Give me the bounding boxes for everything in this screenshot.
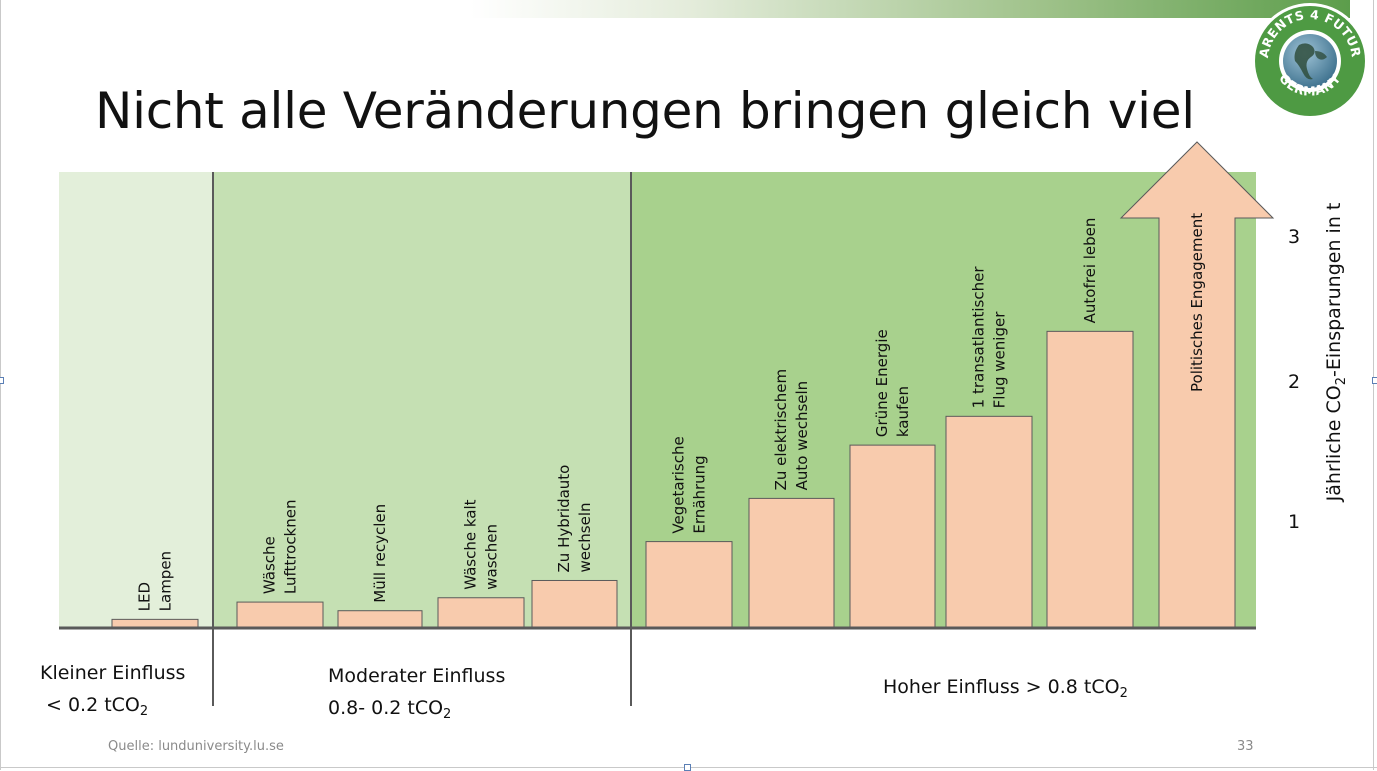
bar-label-line: Zu Hybridauto xyxy=(555,465,573,573)
zone-high-name-range: Hoher Einfluss > 0.8 tCO xyxy=(883,676,1120,698)
resize-handle-left[interactable] xyxy=(0,377,4,384)
bar-label-line: Politisches Engagement xyxy=(1188,213,1206,392)
bar-label-line: Zu elektrischem xyxy=(772,369,790,491)
bar-8 xyxy=(849,444,936,629)
bar-4 xyxy=(437,597,525,629)
zone-moderate-bg xyxy=(213,172,631,628)
zone-moderate-range: 0.8- 0.2 tCO xyxy=(328,697,444,719)
zone-small-range-sub: 2 xyxy=(139,704,149,719)
zone-high-bg xyxy=(631,172,1256,628)
bar-label-6: Vegetarische Ernährung xyxy=(670,436,709,533)
bar-label-5: Zu Hybridauto wechseln xyxy=(555,465,594,573)
zone-label-high: Hoher Einfluss > 0.8 tCO2 xyxy=(883,674,1128,700)
y-axis-title-prefix: Jährliche CO xyxy=(1323,385,1345,502)
bars xyxy=(111,141,1275,629)
bar-label-line: Lampen xyxy=(157,551,175,611)
header-gradient-bar xyxy=(470,0,1350,18)
bar-label-line: wechseln xyxy=(576,503,594,573)
zone-high-range-sub: 2 xyxy=(1119,686,1128,701)
zone-range-moderate: 0.8- 0.2 tCO2 xyxy=(328,695,451,721)
bar-label-line: 1 transatlantischer xyxy=(970,266,988,409)
bar-9 xyxy=(945,415,1033,629)
bar-10 xyxy=(1046,330,1134,629)
impact-zones xyxy=(59,172,1256,706)
bar-label-line: waschen xyxy=(483,524,501,590)
parents-4-future-logo: PARENTS 4 FUTURE GERMANY xyxy=(1249,1,1368,119)
zone-moderate-name: Moderater Einfluss xyxy=(328,665,506,687)
bar-label-line: Ernährung xyxy=(691,455,709,533)
bar-7 xyxy=(748,497,835,629)
source-note: Quelle: lunduniversity.lu.se xyxy=(108,739,284,754)
slide-border-right xyxy=(1373,0,1374,770)
zone-small-name: Kleiner Einfluss xyxy=(40,662,186,684)
bar-label-line: Vegetarische xyxy=(670,436,688,533)
bar-label-10: Autofrei leben xyxy=(1081,218,1099,324)
bar-arrow-politisches-engagement xyxy=(1119,141,1275,629)
y-tick-label-2: 2 xyxy=(1288,371,1300,393)
zone-small-bg xyxy=(59,172,213,628)
bar-label-7: Zu elektrischem Auto wechseln xyxy=(772,369,811,491)
bar-label-line: kaufen xyxy=(894,386,912,437)
zone-label-moderate: Moderater Einfluss xyxy=(328,663,505,689)
bar-label-8: Grüne Energie kaufen xyxy=(873,329,912,437)
bar-label-line: Flug weniger xyxy=(991,311,1009,409)
y-axis-title-sub: 2 xyxy=(1334,377,1349,385)
bar-2 xyxy=(236,601,324,629)
bar-label-line: LED xyxy=(136,582,154,611)
bar-label-line: Müll recyclen xyxy=(371,504,389,603)
slide-title: Nicht alle Veränderungen bringen gleich … xyxy=(95,82,1195,140)
y-tick-label-1: 1 xyxy=(1288,511,1300,533)
bar-label-line: Grüne Energie xyxy=(873,329,891,437)
resize-handle-right[interactable] xyxy=(1372,377,1377,384)
bar-label-line: Lufttrocknen xyxy=(282,500,300,595)
y-axis-title: Jährliche CO2-Einsparungen in t xyxy=(1323,203,1349,503)
bar-label-line: Auto wechseln xyxy=(793,381,811,491)
y-axis-title-suffix: -Einsparungen in t xyxy=(1323,203,1345,377)
bar-label-3: Müll recyclen xyxy=(371,504,389,603)
page-number: 33 xyxy=(1237,739,1254,754)
bar-3 xyxy=(337,610,423,629)
y-tick-label-3: 3 xyxy=(1288,226,1300,248)
bar-label-line: Autofrei leben xyxy=(1081,218,1099,324)
bar-label-4: Wäsche kalt waschen xyxy=(462,499,501,589)
bar-5 xyxy=(531,579,618,629)
bar-6 xyxy=(645,541,733,629)
bar-labels: LED Lampen Wäsche Lufttrocknen Müll recyclen… xyxy=(136,213,1207,612)
zone-range-small: < 0.2 tCO2 xyxy=(46,692,148,718)
bar-label-line: Wäsche xyxy=(261,536,279,594)
zone-small-range: < 0.2 tCO xyxy=(46,694,140,716)
slide-border-left xyxy=(0,0,1,770)
zone-moderate-range-sub: 2 xyxy=(443,707,452,722)
bar-label-line: Wäsche kalt xyxy=(462,499,480,589)
bar-label-1: LED Lampen xyxy=(136,551,175,611)
zone-label-small: Kleiner Einfluss xyxy=(40,660,185,686)
globe-icon xyxy=(1283,34,1337,88)
bar-label-2: Wäsche Lufttrocknen xyxy=(261,500,300,595)
co2-savings-chart: LED Lampen Wäsche Lufttrocknen Müll recyclen… xyxy=(59,141,1349,706)
bar-label-11: Politisches Engagement xyxy=(1188,213,1206,392)
bar-label-9: 1 transatlantischer Flug weniger xyxy=(970,266,1009,409)
